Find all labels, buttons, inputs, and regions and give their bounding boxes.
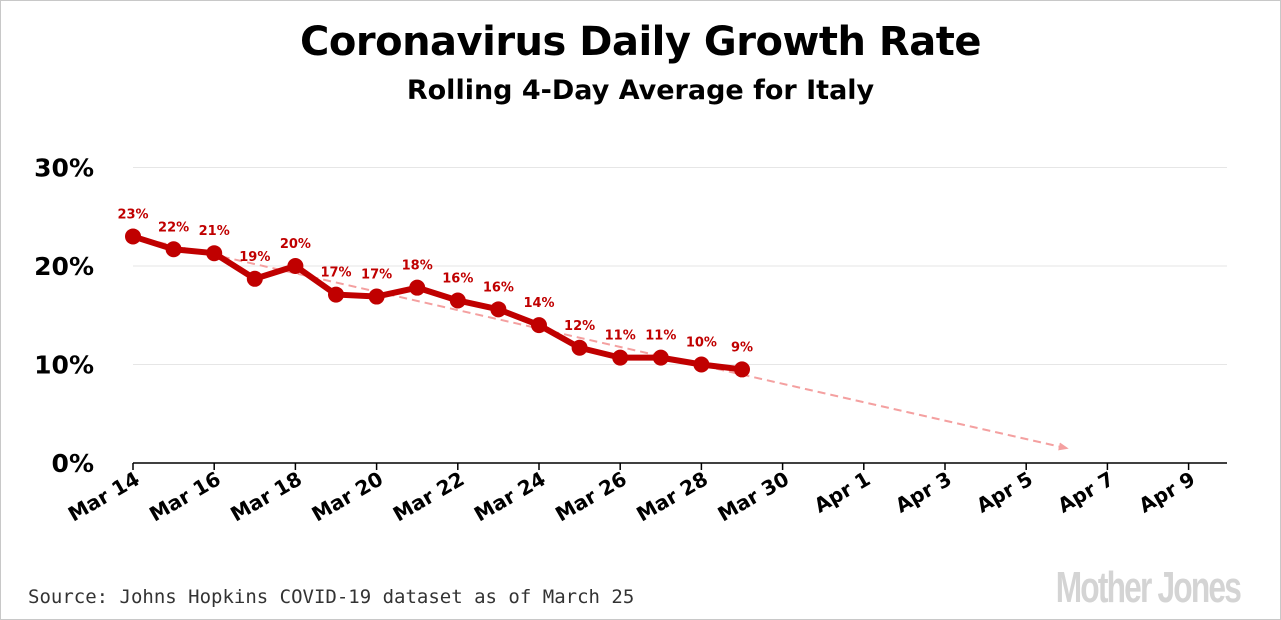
x-tick-label: Mar 16 xyxy=(145,467,225,527)
x-tick-label: Apr 1 xyxy=(810,467,874,518)
x-tick-label: Mar 20 xyxy=(307,467,387,527)
x-tick-label: Mar 30 xyxy=(713,467,793,527)
data-label: 9% xyxy=(731,340,753,355)
data-label: 10% xyxy=(686,336,717,351)
data-label: 17% xyxy=(361,268,392,283)
trendline xyxy=(132,235,1069,451)
x-tick-label: Mar 22 xyxy=(389,467,469,527)
data-point xyxy=(449,292,466,309)
data-point xyxy=(571,339,588,356)
data-labels: 23% 22% 21% 19% 20% 17% 17% 18% 16% 16% 14% 12% 11% 1… xyxy=(117,207,753,355)
data-label: 16% xyxy=(442,271,473,286)
trendline-arrow xyxy=(132,235,1069,451)
data-point xyxy=(246,270,263,287)
x-tick-label: Mar 18 xyxy=(226,467,306,527)
data-point xyxy=(693,356,710,373)
data-point xyxy=(652,349,669,366)
chart-subtitle: Rolling 4-Day Average for Italy xyxy=(406,75,875,106)
y-tick-label: 20% xyxy=(34,252,94,281)
data-point xyxy=(612,349,629,366)
data-label: 16% xyxy=(483,280,514,295)
data-point xyxy=(409,279,426,296)
x-axis xyxy=(132,462,1227,470)
data-point xyxy=(490,301,507,318)
x-tick-label: Mar 28 xyxy=(632,467,712,527)
source-note: Source: Johns Hopkins COVID-19 dataset a… xyxy=(28,586,635,608)
data-label: 19% xyxy=(239,250,270,265)
x-tick-label: Mar 24 xyxy=(470,467,550,527)
data-label: 18% xyxy=(402,259,433,274)
x-tick-label: Apr 3 xyxy=(891,467,955,518)
series-italy xyxy=(125,228,750,378)
data-point xyxy=(368,288,385,305)
mother-jones-logo: Mother Jones xyxy=(1055,563,1242,612)
x-tick-label: Apr 9 xyxy=(1135,467,1199,518)
y-tick-label: 30% xyxy=(34,154,94,183)
x-tick-labels: Mar 14 Mar 16 Mar 18 Mar 20 Mar 22 Mar 24 Mar … xyxy=(64,467,1199,527)
data-label: 14% xyxy=(523,296,554,311)
x-tick-label: Apr 5 xyxy=(972,467,1036,518)
y-axis: 0% 10% 20% 30% xyxy=(34,154,94,479)
data-label: 21% xyxy=(199,224,230,239)
data-label: 20% xyxy=(280,237,311,252)
data-label: 11% xyxy=(605,329,636,344)
x-tick-label: Mar 26 xyxy=(551,467,631,527)
data-label: 23% xyxy=(117,207,148,222)
data-point xyxy=(531,317,547,334)
data-label: 17% xyxy=(320,266,351,281)
data-label: 11% xyxy=(645,329,676,344)
chart-title: Coronavirus Daily Growth Rate xyxy=(300,19,981,65)
data-label: 12% xyxy=(564,319,595,334)
gridlines xyxy=(133,167,1227,365)
data-point xyxy=(734,361,750,378)
data-point xyxy=(287,258,304,274)
x-tick-label: Apr 7 xyxy=(1053,467,1117,518)
y-tick-label: 0% xyxy=(52,449,94,478)
data-point xyxy=(165,241,182,258)
series-line xyxy=(132,233,743,373)
data-label: 22% xyxy=(158,220,189,235)
y-tick-label: 10% xyxy=(34,351,94,380)
data-point xyxy=(125,228,141,245)
data-point xyxy=(328,286,344,303)
data-point xyxy=(206,245,223,262)
